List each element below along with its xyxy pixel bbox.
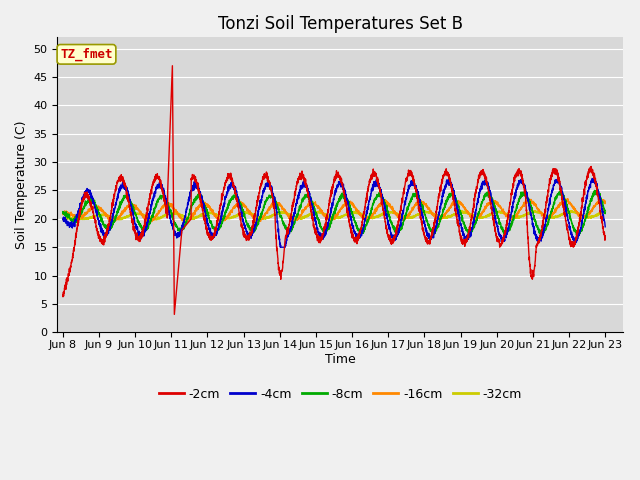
Legend: -2cm, -4cm, -8cm, -16cm, -32cm: -2cm, -4cm, -8cm, -16cm, -32cm (154, 383, 527, 406)
X-axis label: Time: Time (325, 353, 356, 366)
Title: Tonzi Soil Temperatures Set B: Tonzi Soil Temperatures Set B (218, 15, 463, 33)
Y-axis label: Soil Temperature (C): Soil Temperature (C) (15, 120, 28, 249)
Text: TZ_fmet: TZ_fmet (60, 48, 113, 61)
